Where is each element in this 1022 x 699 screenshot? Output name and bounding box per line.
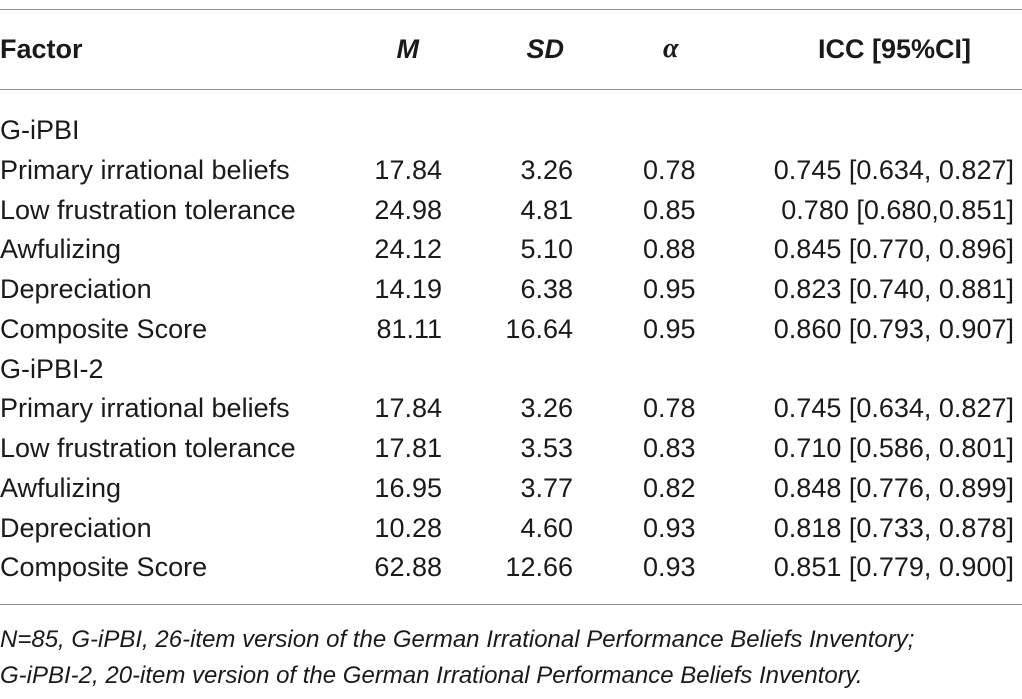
- cell-icc: 0.745 [0.634, 0.827]: [773, 393, 1014, 423]
- cell-icc: 0.860 [0.793, 0.907]: [773, 314, 1014, 344]
- cell-sd: 4.60: [520, 513, 573, 543]
- cell-alpha: 0.88: [643, 234, 696, 264]
- cell-alpha: 0.78: [643, 155, 696, 185]
- cell-factor: Depreciation: [0, 274, 152, 304]
- cell-m: 81.11: [376, 314, 442, 344]
- cell-alpha: 0.85: [643, 195, 696, 225]
- cell-m: 62.88: [374, 552, 442, 582]
- cell-sd: 12.66: [505, 552, 573, 582]
- cell-sd: 3.53: [520, 433, 573, 463]
- cell-sd: 3.26: [520, 155, 573, 185]
- cell-m: 10.28: [374, 513, 442, 543]
- cell-m: 24.98: [374, 195, 442, 225]
- cell-factor: Primary irrational beliefs: [0, 393, 290, 423]
- cell-factor: Composite Score: [0, 552, 208, 582]
- cell-factor: Primary irrational beliefs: [0, 155, 290, 185]
- cell-sd: 5.10: [520, 234, 573, 264]
- cell-icc: 0.848 [0.776, 0.899]: [773, 473, 1014, 503]
- footnote-line-2: G-iPBI-2, 20-item version of the German …: [0, 662, 863, 689]
- cell-factor: Composite Score: [0, 314, 208, 344]
- table-footnote: N=85, G-iPBI, 26-item version of the Ger…: [0, 622, 1015, 694]
- header-icc: ICC [95%CI]: [817, 34, 971, 64]
- footnote-line-1: N=85, G-iPBI, 26-item version of the Ger…: [0, 626, 915, 653]
- cell-factor: G-iPBI-2: [0, 354, 104, 384]
- cell-alpha: 0.93: [643, 552, 696, 582]
- cell-factor: Awfulizing: [0, 234, 122, 264]
- cell-alpha: 0.82: [643, 473, 696, 503]
- header-sd: SD: [526, 34, 564, 64]
- cell-factor: G-iPBI: [0, 115, 80, 145]
- table-header-rule: [0, 89, 1022, 90]
- cell-m: 16.95: [374, 473, 442, 503]
- cell-alpha: 0.95: [643, 314, 696, 344]
- cell-icc: 0.745 [0.634, 0.827]: [773, 155, 1014, 185]
- header-alpha: α: [663, 33, 679, 64]
- header-m: M: [396, 34, 420, 64]
- cell-sd: 16.64: [505, 314, 573, 344]
- cell-m: 17.84: [374, 155, 442, 185]
- cell-sd: 3.77: [520, 473, 573, 503]
- cell-factor: Low frustration tolerance: [0, 433, 296, 463]
- cell-icc: 0.818 [0.733, 0.878]: [773, 513, 1014, 543]
- cell-alpha: 0.95: [643, 274, 696, 304]
- cell-m: 24.12: [374, 234, 442, 264]
- cell-m: 17.84: [374, 393, 442, 423]
- cell-factor: Depreciation: [0, 513, 152, 543]
- table-top-rule: [0, 9, 1022, 10]
- table-bottom-rule: [0, 604, 1022, 605]
- cell-alpha: 0.83: [643, 433, 696, 463]
- cell-factor: Awfulizing: [0, 473, 122, 503]
- cell-factor: Low frustration tolerance: [0, 195, 296, 225]
- cell-sd: 6.38: [520, 274, 573, 304]
- cell-m: 14.19: [374, 274, 442, 304]
- header-factor: Factor: [0, 34, 83, 64]
- cell-icc: 0.710 [0.586, 0.801]: [773, 433, 1014, 463]
- cell-icc: 0.851 [0.779, 0.900]: [773, 552, 1014, 582]
- cell-sd: 3.26: [520, 393, 573, 423]
- cell-alpha: 0.78: [643, 393, 696, 423]
- cell-sd: 4.81: [520, 195, 573, 225]
- cell-icc: 0.780 [0.680,0.851]: [781, 195, 1014, 225]
- cell-m: 17.81: [374, 433, 442, 463]
- cell-alpha: 0.93: [643, 513, 696, 543]
- cell-icc: 0.823 [0.740, 0.881]: [773, 274, 1014, 304]
- cell-icc: 0.845 [0.770, 0.896]: [773, 234, 1014, 264]
